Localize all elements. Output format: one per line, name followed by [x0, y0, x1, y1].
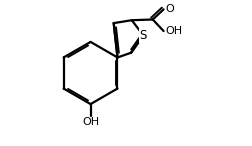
Text: O: O: [166, 4, 174, 14]
Text: S: S: [140, 29, 147, 42]
Text: OH: OH: [82, 117, 99, 127]
Text: OH: OH: [166, 26, 183, 36]
